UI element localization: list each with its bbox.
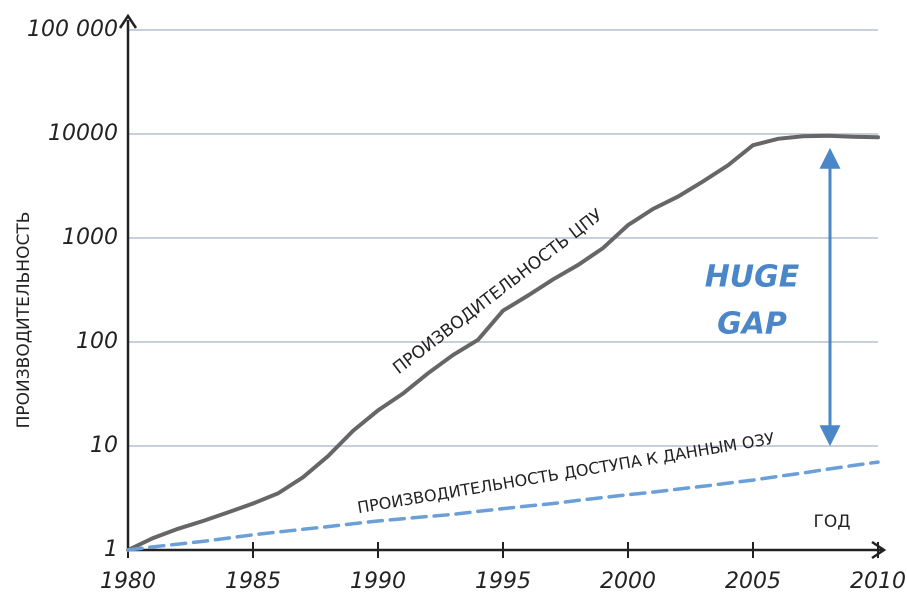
x-tick-label: 2005 bbox=[725, 569, 781, 594]
x-tick-label: 1990 bbox=[350, 569, 406, 594]
chart: ПРОИЗВОДИТЕЛЬНОСТЬ ГОД HUGE GAP 1 10 100 10… bbox=[0, 0, 907, 601]
y-tick-label: 100 bbox=[76, 329, 118, 354]
y-tick-label: 1 bbox=[104, 537, 118, 562]
y-tick-label: 10 bbox=[90, 433, 118, 458]
x-tick-label: 2010 bbox=[850, 569, 906, 594]
y-tick-label: 1000 bbox=[62, 225, 118, 250]
x-tick-label: 2000 bbox=[600, 569, 656, 594]
series-label: ПРОИЗВОДИТЕЛЬНОСТЬ ЦПУ bbox=[389, 205, 607, 379]
x-tick-label: 1995 bbox=[475, 569, 531, 594]
annotation: HUGE bbox=[705, 260, 800, 295]
y-tick-label: 100 000 bbox=[27, 17, 118, 42]
x-axis-label: ГОД bbox=[813, 512, 850, 532]
y-tick-label: 10000 bbox=[48, 121, 118, 146]
x-tick-label: 1985 bbox=[225, 569, 281, 594]
y-axis-label: ПРОИЗВОДИТЕЛЬНОСТЬ bbox=[14, 212, 34, 429]
annotation: GAP bbox=[717, 307, 787, 342]
series-label: ПРОИЗВОДИТЕЛЬНОСТЬ ДОСТУПА К ДАННЫМ ОЗУ bbox=[356, 429, 776, 518]
x-tick-label: 1980 bbox=[100, 569, 156, 594]
